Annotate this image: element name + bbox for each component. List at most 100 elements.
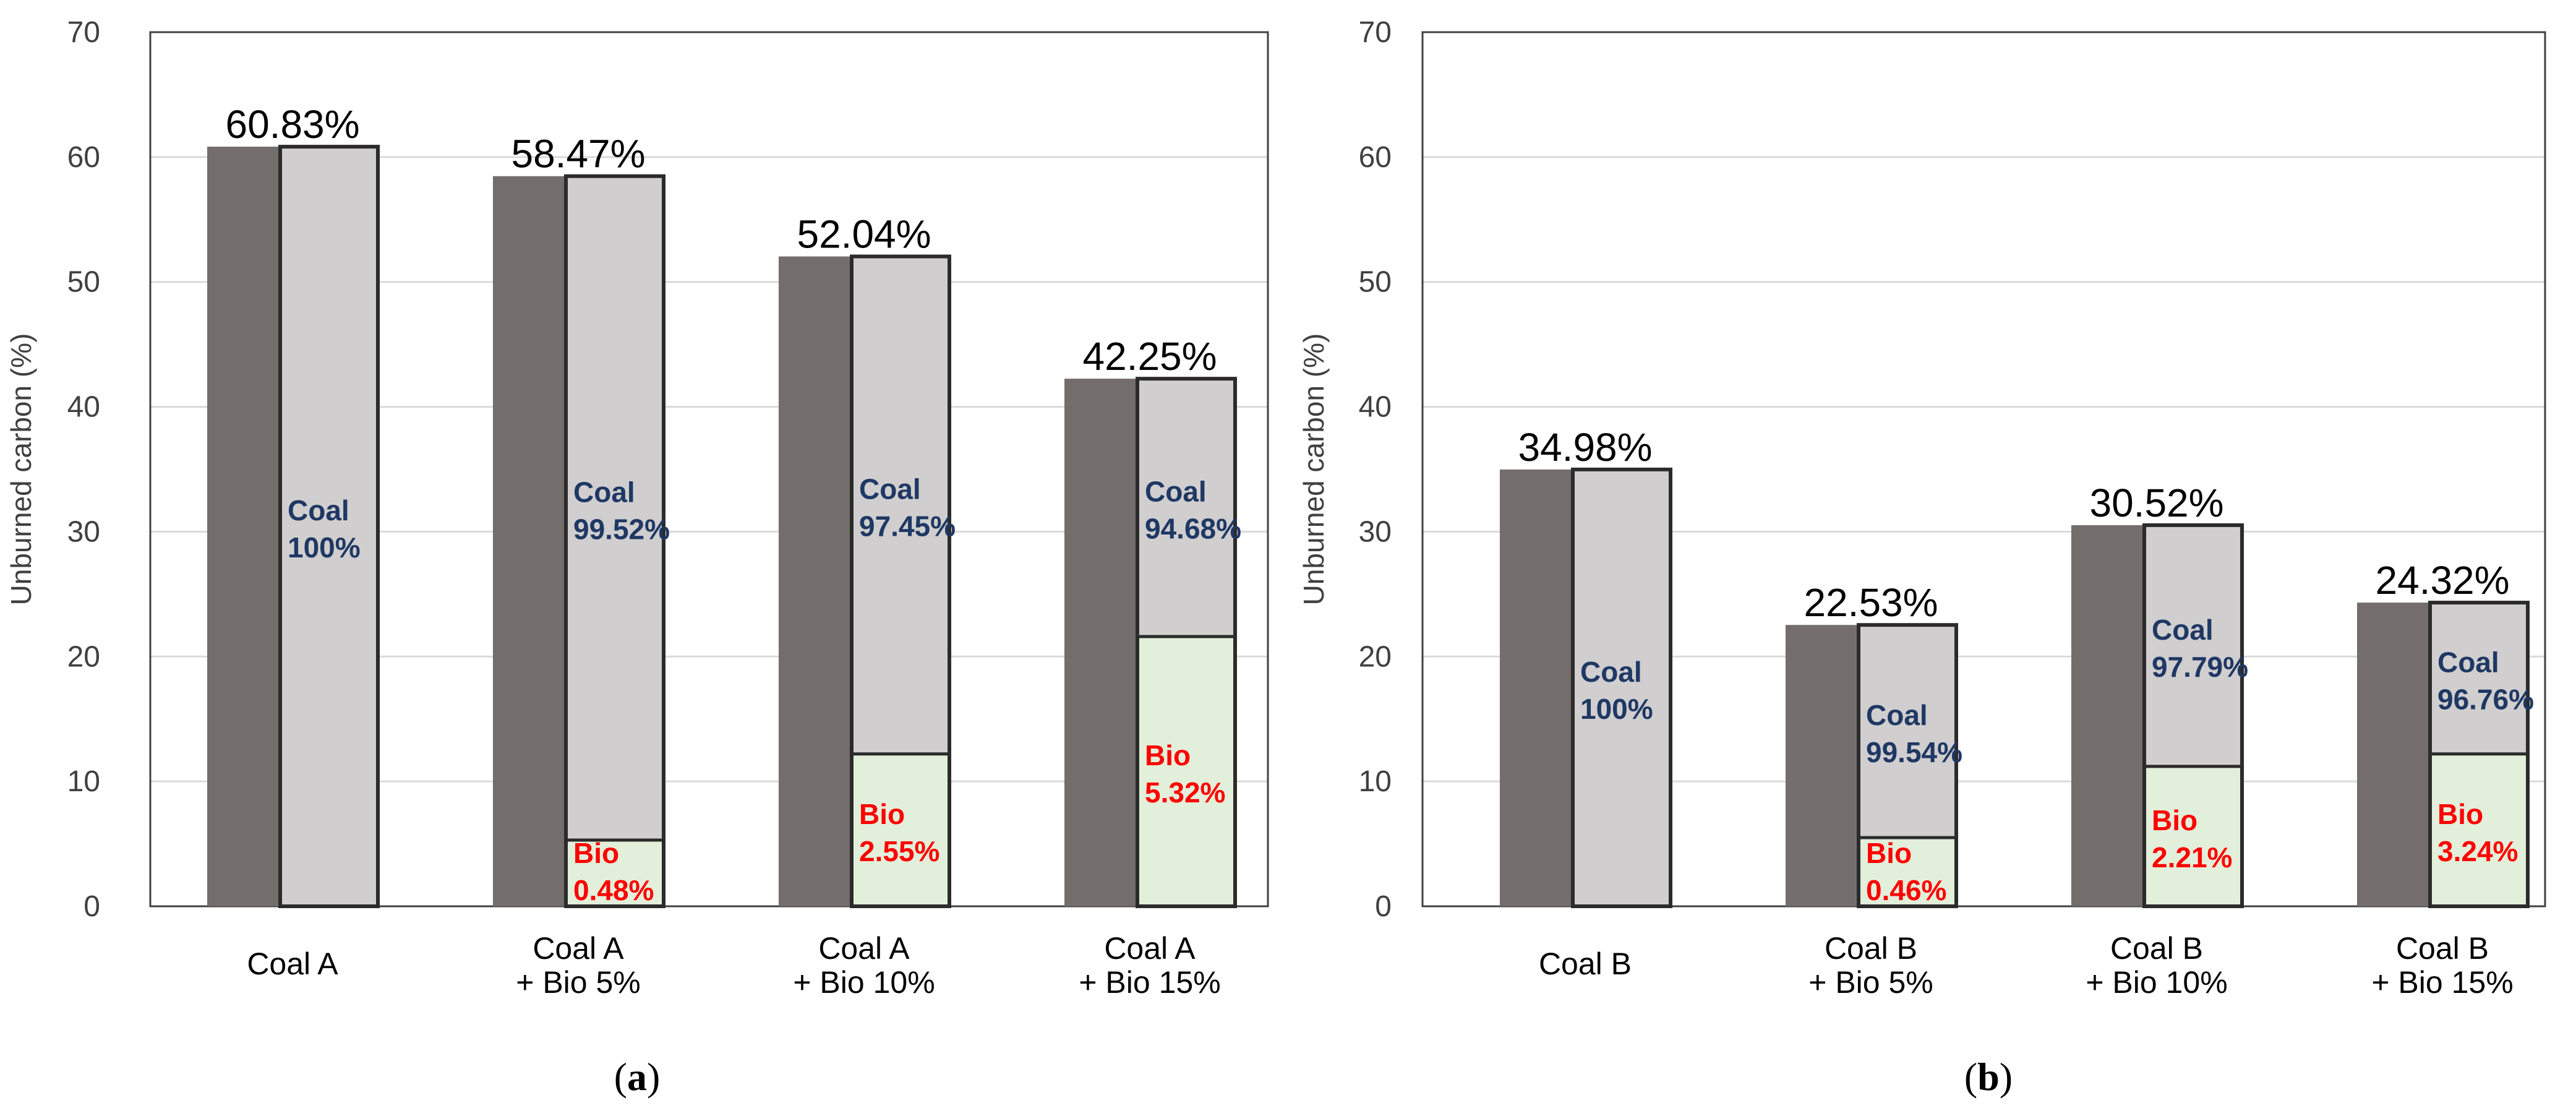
category-label: Coal B [1539, 946, 1632, 981]
y-tick-label: 10 [67, 765, 100, 798]
y-axis-label: Unburned carbon (%) [5, 333, 37, 606]
coal-share-bar [1859, 625, 1956, 838]
bio-share-bar [2144, 766, 2242, 906]
bio-share-value: 0.46% [1866, 874, 1946, 906]
bio-share-label: Bio [573, 837, 619, 869]
coal-share-label: Coal [2152, 614, 2214, 646]
panel-label: (a) [614, 1055, 661, 1099]
panel-label-open: ( [614, 1055, 627, 1099]
coal-share-label: Coal [1145, 476, 1207, 508]
category-label: Coal A [818, 931, 910, 966]
bio-share-value: 5.32% [1145, 776, 1225, 809]
coal-share-label: Coal [2437, 646, 2499, 678]
bio-share-value: 0.48% [573, 874, 654, 906]
category-label: + Bio 15% [2371, 965, 2513, 1000]
category-label: Coal B [2110, 931, 2203, 966]
chart-panel-a: 0 10 20 30 40 50 60 70 Unburned carbon (%) 60.83%… [5, 16, 1269, 1099]
total-value-label: 24.32% [2375, 558, 2509, 603]
coal-share-value: 94.68% [1145, 513, 1241, 545]
chart-panel-b: 0 10 20 30 40 50 60 70 Unburned carbon (%) 34.98%… [1298, 16, 2546, 1099]
category-label: + Bio 10% [2086, 965, 2227, 1000]
total-bar [493, 176, 566, 907]
panel-label-close: ) [647, 1055, 660, 1099]
bio-share-value: 2.55% [859, 835, 939, 867]
stacked-bar-outline [278, 145, 380, 908]
stacked-bar-outline [2428, 601, 2530, 908]
panel-label: (b) [1964, 1055, 2013, 1099]
bio-share-value: 3.24% [2437, 835, 2518, 867]
y-tick-label: 40 [1359, 391, 1392, 424]
total-bar [1064, 379, 1137, 906]
coal-share-bar [1573, 469, 1671, 906]
bio-share-label: Bio [2152, 804, 2197, 836]
panel-label-open: ( [1964, 1055, 1977, 1099]
coal-share-value: 100% [288, 531, 361, 564]
coal-share-value: 99.54% [1866, 736, 1962, 768]
y-tick-label: 50 [67, 266, 100, 299]
panel-label-letter: b [1977, 1055, 2000, 1099]
y-axis-label: Unburned carbon (%) [1298, 333, 1330, 606]
category-label: + Bio 10% [793, 965, 935, 1000]
category-label: Coal B [2396, 931, 2489, 966]
panel-label-close: ) [2000, 1055, 2013, 1099]
y-tick-label: 20 [67, 640, 100, 673]
coal-share-label: Coal [1866, 699, 1928, 731]
bio-share-label: Bio [2437, 798, 2483, 830]
y-tick-label: 60 [67, 141, 100, 174]
total-bar [1500, 469, 1573, 906]
coal-share-label: Coal [1580, 656, 1642, 688]
bio-share-label: Bio [1866, 837, 1912, 869]
bio-share-bar [1859, 837, 1956, 906]
category-label: Coal A [247, 946, 338, 981]
coal-share-label: Coal [859, 473, 921, 505]
stacked-bar-outline [1136, 377, 1237, 908]
bio-share-label: Bio [859, 798, 905, 830]
y-tick-label: 20 [1359, 640, 1392, 673]
y-tick-label: 0 [83, 890, 100, 923]
stacked-bar-outline [564, 174, 665, 908]
category-label: + Bio 5% [516, 965, 641, 1000]
coal-share-value: 97.79% [2152, 651, 2248, 683]
category-label: Coal A [533, 931, 624, 966]
total-bar [2357, 603, 2430, 906]
total-value-label: 30.52% [2089, 481, 2223, 525]
coal-share-label: Coal [573, 476, 635, 508]
coal-share-bar [280, 147, 378, 906]
stacked-bar-outline [850, 254, 951, 909]
y-tick-label: 0 [1375, 890, 1392, 923]
coal-share-bar [1137, 379, 1235, 637]
plot-frame [149, 31, 1269, 908]
bio-share-bar [2430, 753, 2528, 906]
stacked-bar-outline [1857, 623, 1958, 909]
bio-share-value: 2.21% [2152, 841, 2232, 873]
total-bar [1786, 625, 1859, 906]
y-tick-label: 30 [1359, 515, 1392, 548]
coal-share-bar [2430, 603, 2528, 754]
bio-share-bar [852, 753, 949, 906]
total-bar [2071, 525, 2144, 906]
coal-share-value: 100% [1580, 693, 1653, 725]
total-bar [207, 147, 280, 906]
category-label: Coal B [1825, 931, 1917, 966]
bio-share-label: Bio [1145, 739, 1191, 771]
total-bar [779, 256, 852, 907]
y-tick-label: 40 [67, 391, 100, 424]
coal-share-value: 99.52% [573, 513, 670, 545]
category-label: + Bio 5% [1808, 965, 1933, 1000]
coal-share-value: 97.45% [859, 510, 956, 543]
coal-share-value: 96.76% [2437, 683, 2534, 715]
y-tick-label: 70 [1359, 16, 1392, 49]
total-value-label: 52.04% [797, 212, 931, 257]
coal-share-bar [852, 256, 949, 754]
total-value-label: 42.25% [1082, 334, 1217, 379]
bio-share-bar [1137, 636, 1235, 906]
total-value-label: 22.53% [1804, 580, 1938, 625]
bio-share-bar [566, 840, 664, 906]
y-tick-label: 10 [1359, 765, 1392, 798]
plot-frame [1421, 31, 2546, 908]
category-label: Coal A [1104, 931, 1196, 966]
total-value-label: 34.98% [1518, 425, 1652, 470]
total-value-label: 58.47% [511, 132, 645, 176]
coal-share-bar [2144, 525, 2242, 766]
